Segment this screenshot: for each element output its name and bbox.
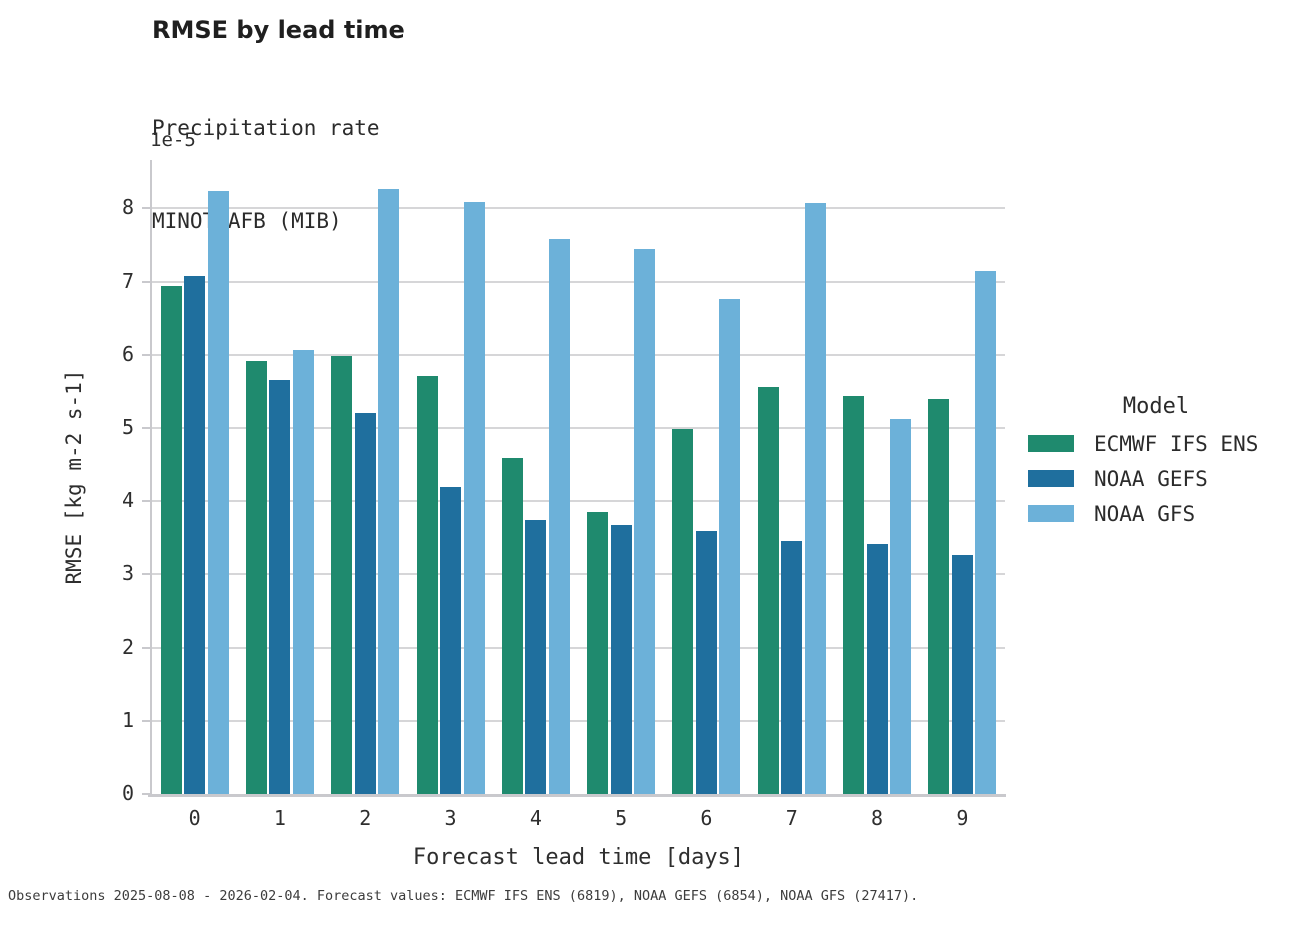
bar-noaa-gefs-day-3 [440, 487, 462, 794]
legend-title: Model [1122, 394, 1190, 419]
y-axis-label: RMSE [kg m-2 s-1] [62, 369, 86, 585]
legend-items: ECMWF IFS ENS NOAA GEFS NOAA GFS [1028, 432, 1300, 526]
bar-noaa-gefs-day-6 [695, 531, 717, 794]
y-tick-label-2: 2 [121, 634, 134, 659]
bar-noaa-gefs-day-9 [951, 555, 973, 794]
x-tick-label-1: 1 [273, 806, 286, 830]
bar-noaa-gefs-day-7 [781, 540, 803, 794]
bar-noaa-gfs-day-8 [890, 419, 912, 794]
bar-noaa-gefs-day-0 [184, 275, 206, 794]
x-tick-label-6: 6 [700, 806, 713, 830]
chart-subtitle: Precipitation rate MINOT_AFB (MIB) [152, 51, 380, 299]
y-tick-mark-4 [142, 500, 150, 503]
y-tick-mark-8 [142, 207, 150, 210]
legend-item-noaa-gfs: NOAA GFS [1028, 502, 1300, 526]
y-tick-label-0: 0 [121, 781, 134, 805]
y-tick-label-1: 1 [121, 707, 134, 732]
x-tick-label-4: 4 [529, 806, 542, 830]
x-axis-label: Forecast lead time [days] [412, 845, 745, 870]
gridline-y-2 [152, 646, 1005, 649]
gridline-y-8 [152, 207, 1005, 210]
legend-item-ecmwf-ifs-ens: ECMWF IFS ENS [1028, 432, 1300, 456]
legend-swatch-noaa-gfs [1028, 505, 1074, 522]
bar-noaa-gfs-day-2 [378, 189, 400, 794]
y-tick-label-5: 5 [121, 414, 134, 439]
y-tick-mark-1 [142, 719, 150, 722]
bar-ecmwf-ifs-ens-day-8 [843, 396, 865, 794]
bar-noaa-gefs-day-8 [866, 544, 888, 794]
gridline-y-4 [152, 500, 1005, 503]
bar-noaa-gfs-day-1 [292, 350, 314, 794]
x-tick-label-9: 9 [956, 806, 969, 830]
bar-noaa-gefs-day-1 [269, 380, 291, 794]
legend-swatch-noaa-gefs [1028, 470, 1074, 487]
legend: Model ECMWF IFS ENS NOAA GEFS NOAA GFS [1028, 394, 1300, 540]
bar-noaa-gfs-day-6 [719, 299, 741, 794]
bar-noaa-gfs-day-7 [804, 203, 826, 794]
legend-label-noaa-gfs: NOAA GFS [1094, 501, 1196, 526]
x-axis-ticks: 0 1 2 3 4 5 6 7 8 9 [152, 806, 1005, 836]
subtitle-variable: Precipitation rate [152, 116, 380, 140]
y-tick-label-4: 4 [121, 488, 134, 513]
legend-label-noaa-gefs: NOAA GEFS [1094, 466, 1208, 491]
bar-ecmwf-ifs-ens-day-1 [245, 361, 267, 794]
x-tick-label-5: 5 [615, 806, 628, 830]
y-tick-mark-2 [142, 646, 150, 649]
chart-title: RMSE by lead time [152, 16, 405, 44]
bar-ecmwf-ifs-ens-day-7 [757, 386, 779, 794]
x-tick-label-3: 3 [444, 806, 457, 830]
bar-noaa-gefs-day-2 [354, 412, 376, 794]
y-axis-ticks: 0 1 2 3 4 5 6 7 8 [94, 160, 150, 805]
bar-ecmwf-ifs-ens-day-5 [587, 512, 609, 794]
bar-noaa-gfs-day-4 [548, 239, 570, 794]
bar-noaa-gfs-day-0 [207, 190, 229, 794]
y-tick-label-8: 8 [121, 195, 134, 220]
footnote-caption: Observations 2025-08-08 - 2026-02-04. Fo… [8, 888, 919, 904]
bar-ecmwf-ifs-ens-day-6 [672, 429, 694, 794]
x-tick-label-0: 0 [188, 806, 201, 830]
legend-label-ecmwf-ifs-ens: ECMWF IFS ENS [1094, 431, 1259, 456]
bar-noaa-gefs-day-4 [525, 520, 547, 794]
y-tick-mark-0 [142, 793, 150, 795]
bar-ecmwf-ifs-ens-day-2 [331, 356, 353, 794]
y-tick-mark-6 [142, 353, 150, 356]
x-axis-spine [148, 794, 1006, 797]
gridline-y-6 [152, 353, 1005, 356]
plot-area [152, 160, 1005, 794]
y-axis-spine [150, 160, 152, 796]
bar-ecmwf-ifs-ens-day-4 [501, 457, 523, 794]
bar-ecmwf-ifs-ens-day-9 [928, 399, 950, 794]
legend-item-noaa-gefs: NOAA GEFS [1028, 467, 1300, 491]
x-tick-label-8: 8 [871, 806, 884, 830]
y-tick-label-6: 6 [121, 341, 134, 366]
bar-noaa-gfs-day-5 [634, 249, 656, 794]
gridline-y-3 [152, 573, 1005, 576]
y-tick-mark-3 [142, 573, 150, 576]
gridline-y-7 [152, 280, 1005, 283]
y-axis-offset-label: 1e-5 [150, 129, 196, 151]
gridline-y-1 [152, 719, 1005, 722]
x-tick-label-2: 2 [359, 806, 372, 830]
y-tick-mark-7 [142, 280, 150, 283]
gridline-y-5 [152, 426, 1005, 429]
bar-noaa-gefs-day-5 [610, 525, 632, 794]
bar-ecmwf-ifs-ens-day-3 [416, 375, 438, 794]
y-tick-label-3: 3 [121, 561, 134, 586]
bar-noaa-gfs-day-3 [463, 202, 485, 794]
y-tick-mark-5 [142, 426, 150, 429]
bar-ecmwf-ifs-ens-day-0 [160, 285, 182, 794]
bar-noaa-gfs-day-9 [975, 270, 997, 794]
x-tick-label-7: 7 [785, 806, 798, 830]
y-tick-label-7: 7 [121, 268, 134, 293]
legend-swatch-ecmwf-ifs-ens [1028, 435, 1074, 452]
